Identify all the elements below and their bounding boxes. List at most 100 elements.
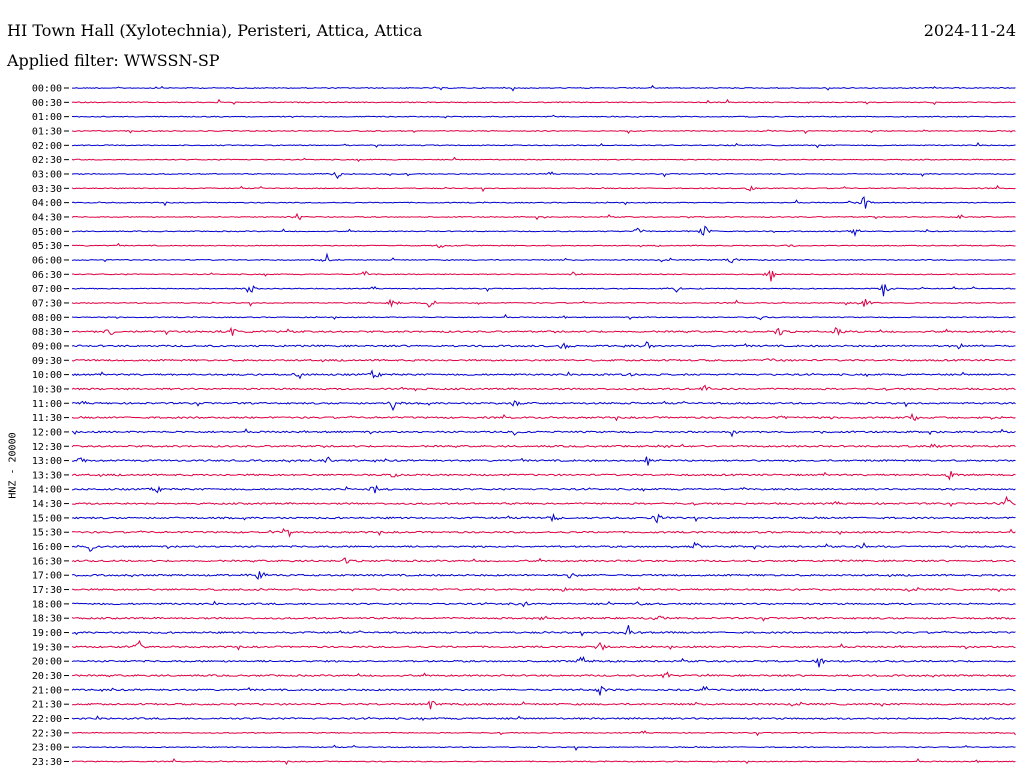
seismic-trace-line — [71, 412, 1016, 422]
time-tick-label: 15:00 — [32, 513, 62, 524]
time-tick-label: 04:00 — [32, 198, 62, 209]
time-tick-label: 12:00 — [32, 427, 62, 438]
seismic-trace-line — [71, 715, 1016, 721]
seismic-trace-line — [71, 541, 1016, 552]
seismic-trace-line — [71, 512, 1016, 524]
time-tick-label: 21:00 — [32, 685, 62, 696]
time-tick-label: 20:00 — [32, 657, 62, 668]
time-tick-label: 09:00 — [32, 341, 62, 352]
seismic-trace-line — [71, 283, 1016, 297]
time-tick-label: 22:30 — [32, 728, 62, 739]
time-tick-label: 00:00 — [32, 84, 62, 95]
seismic-trace-line — [71, 625, 1016, 637]
time-tick-label: 18:30 — [32, 614, 62, 625]
time-tick-label: 07:00 — [32, 284, 62, 295]
filter-label: Applied filter: WWSSN-SP — [7, 51, 220, 70]
time-tick-label: 08:30 — [32, 327, 62, 338]
time-tick-label: 02:30 — [32, 155, 62, 166]
seismic-trace-line — [71, 456, 1016, 466]
seismic-trace-line — [71, 269, 1016, 282]
time-tick-label: 23:30 — [32, 757, 62, 768]
time-tick-label: 10:00 — [32, 370, 62, 381]
seismic-trace-line — [71, 744, 1016, 751]
seismic-trace-line — [71, 326, 1016, 336]
seismic-trace-line — [71, 685, 1016, 696]
seismic-trace-line — [71, 557, 1016, 564]
time-tick-label: 12:30 — [32, 442, 62, 453]
time-tick-label: 15:30 — [32, 528, 62, 539]
seismic-trace-line — [71, 655, 1016, 668]
seismic-trace-line — [71, 615, 1016, 622]
seismic-trace-line — [71, 671, 1016, 679]
time-tick-label: 18:00 — [32, 599, 62, 610]
time-tick-label: 17:00 — [32, 571, 62, 582]
seismic-trace-line — [71, 98, 1016, 106]
time-tick-label: 19:30 — [32, 642, 62, 653]
time-tick-label: 00:30 — [32, 98, 62, 109]
seismic-trace-line — [71, 484, 1016, 494]
seismic-trace-line — [71, 84, 1016, 92]
time-tick-label: 05:30 — [32, 241, 62, 252]
seismic-trace-line — [71, 758, 1016, 766]
time-tick-label: 01:30 — [32, 126, 62, 137]
time-tick-label: 06:00 — [32, 255, 62, 266]
time-tick-label: 14:00 — [32, 485, 62, 496]
seismic-trace-line — [71, 443, 1016, 449]
seismic-trace-line — [71, 171, 1016, 180]
seismic-trace-line — [71, 242, 1016, 249]
time-tick-label: 11:30 — [32, 413, 62, 424]
seismic-trace-line — [71, 471, 1016, 481]
time-tick-label: 08:00 — [32, 313, 62, 324]
seismic-trace-line — [71, 298, 1016, 308]
time-tick-label: 13:30 — [32, 470, 62, 481]
seismic-trace-line — [71, 428, 1016, 438]
plot-date: 2024-11-24 — [923, 21, 1016, 40]
seismic-trace-line — [71, 400, 1016, 412]
seismic-trace-line — [71, 313, 1016, 321]
station-title: HI Town Hall (Xylotechnia), Peristeri, A… — [7, 21, 423, 40]
time-tick-label: 22:00 — [32, 714, 62, 725]
time-tick-label: 20:30 — [32, 671, 62, 682]
seismic-trace-line — [71, 212, 1016, 221]
time-tick-label: 16:00 — [32, 542, 62, 553]
seismic-trace-line — [71, 600, 1016, 608]
seismic-trace-line — [71, 586, 1016, 593]
time-tick-label: 13:00 — [32, 456, 62, 467]
seismic-trace-line — [71, 141, 1016, 149]
time-tick-label: 04:30 — [32, 212, 62, 223]
seismic-trace-line — [71, 639, 1016, 651]
seismic-trace-line — [71, 700, 1016, 710]
time-tick-label: 23:00 — [32, 743, 62, 754]
seismic-trace-line — [71, 730, 1016, 737]
time-tick-label: 02:00 — [32, 141, 62, 152]
seismic-trace-line — [71, 114, 1016, 119]
seismic-trace-line — [71, 225, 1016, 238]
seismic-trace-line — [71, 184, 1016, 193]
time-tick-label: 17:30 — [32, 585, 62, 596]
seismic-trace-line — [71, 341, 1016, 350]
seismic-trace-line — [71, 369, 1016, 380]
seismic-trace-line — [71, 129, 1016, 135]
time-tick-label: 07:30 — [32, 298, 62, 309]
time-tick-label: 14:30 — [32, 499, 62, 510]
time-tick-label: 21:30 — [32, 700, 62, 711]
seismic-trace-line — [71, 252, 1016, 264]
time-tick-label: 11:00 — [32, 399, 62, 410]
time-tick-label: 09:30 — [32, 356, 62, 367]
time-tick-label: 05:00 — [32, 227, 62, 238]
time-tick-label: 01:00 — [32, 112, 62, 123]
seismic-trace-line — [71, 156, 1016, 163]
time-tick-label: 16:30 — [32, 556, 62, 567]
time-tick-label: 03:00 — [32, 169, 62, 180]
seismic-trace-line — [71, 571, 1016, 580]
seismic-trace-line — [71, 527, 1016, 538]
seismic-trace-line — [71, 495, 1016, 508]
seismic-trace-line — [71, 196, 1016, 209]
time-tick-label: 19:00 — [32, 628, 62, 639]
seismic-trace-line — [71, 358, 1016, 363]
time-tick-label: 03:30 — [32, 184, 62, 195]
time-tick-label: 06:30 — [32, 270, 62, 281]
seismic-trace-line — [71, 384, 1016, 392]
time-tick-label: 10:30 — [32, 384, 62, 395]
